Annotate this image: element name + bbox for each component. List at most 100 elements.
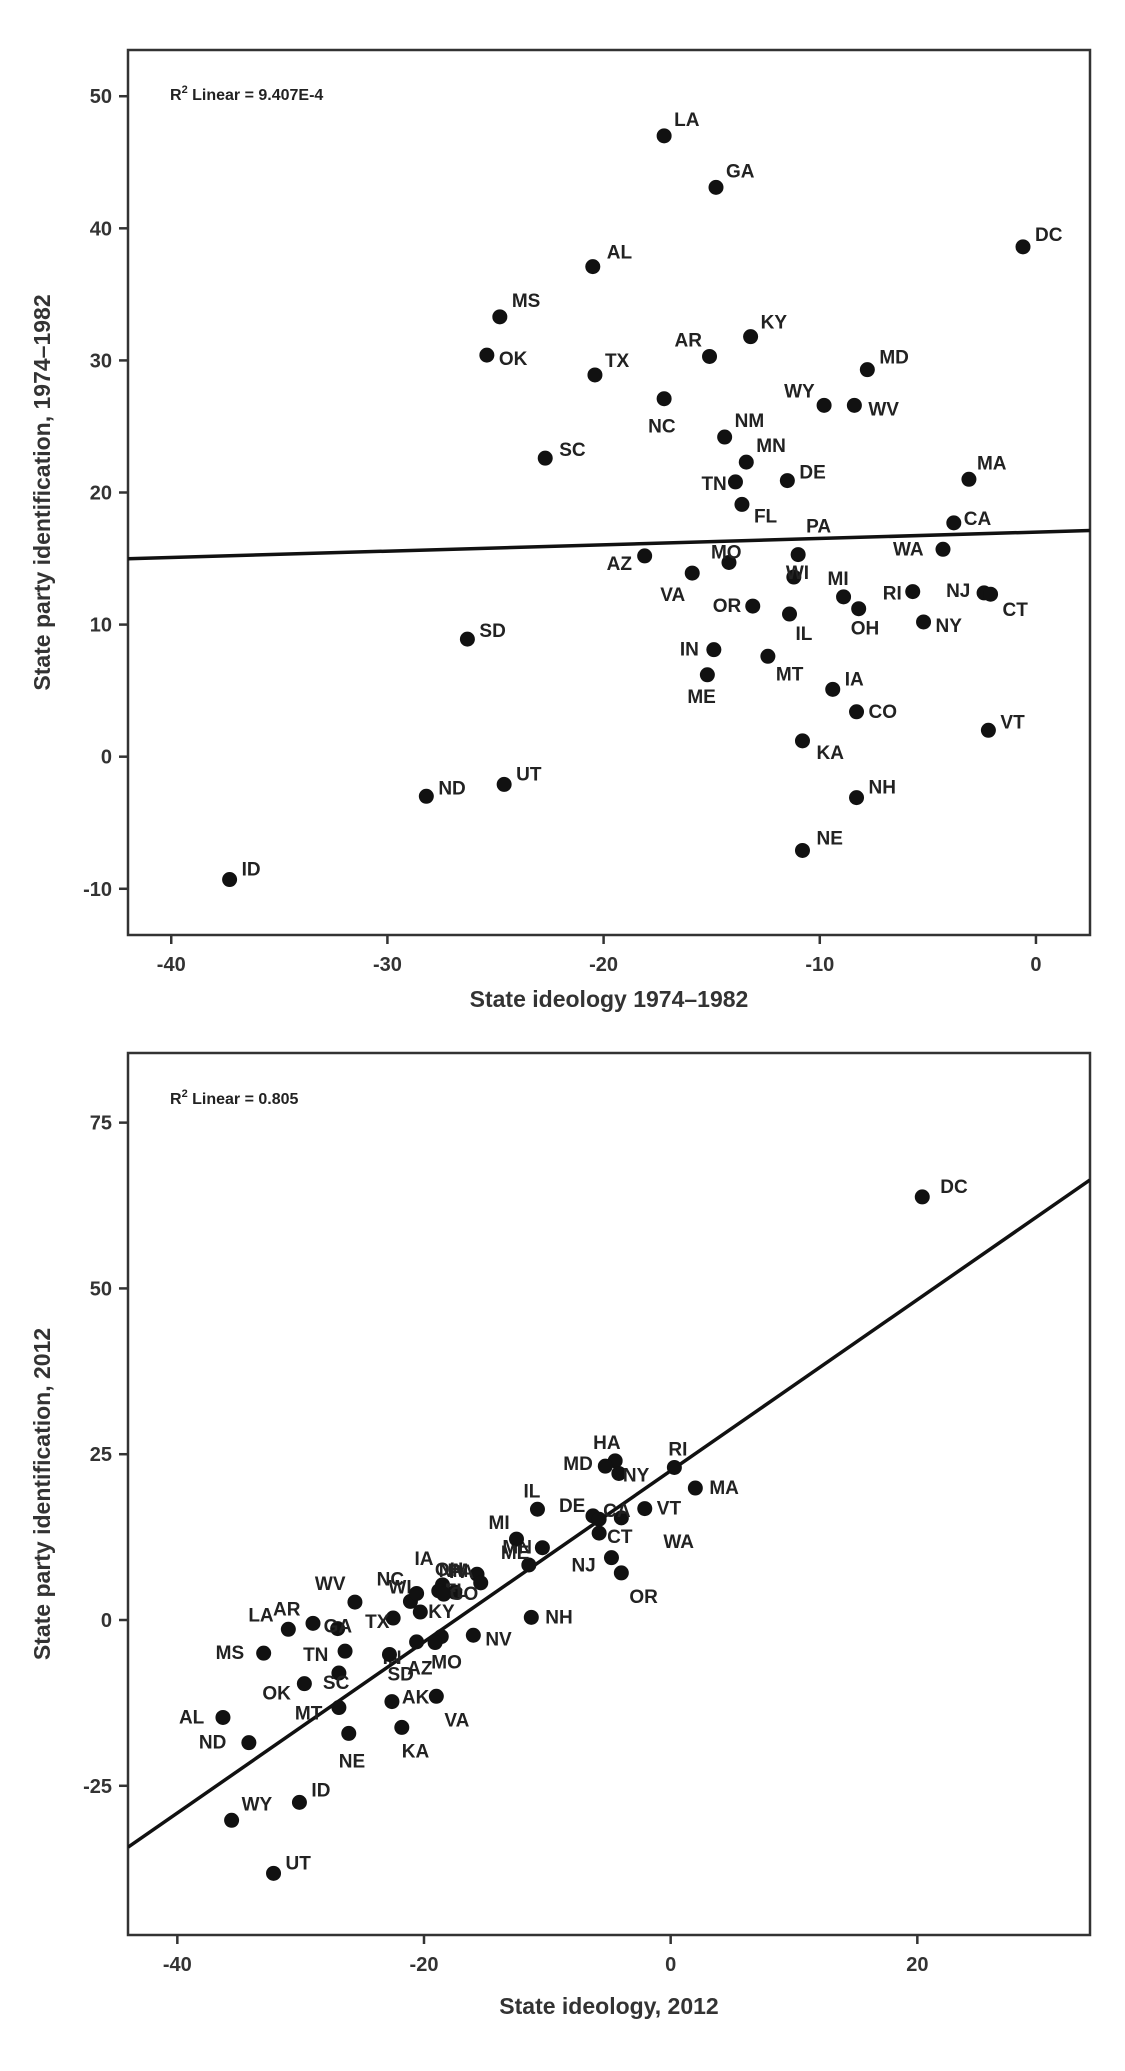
r2-annotation: R2 Linear = 9.407E-4 — [170, 84, 323, 104]
point-label-dc: DC — [1035, 225, 1063, 246]
point-sd — [459, 631, 475, 647]
point-label-ne: NE — [339, 1751, 365, 1772]
point-ga — [708, 179, 724, 195]
point-label-wa: WA — [893, 539, 924, 560]
point-label-sd: SD — [479, 621, 505, 642]
point-dc — [914, 1189, 930, 1205]
point-label-vt: VT — [657, 1499, 682, 1520]
point-ky — [412, 1604, 428, 1620]
x-tick-label: -10 — [805, 954, 834, 976]
y-tick-label: 30 — [90, 350, 112, 372]
point-ka — [394, 1719, 410, 1735]
point-label-al: AL — [179, 1707, 205, 1728]
chart-2: -40 -20 0 20 -25 0 25 50 75 State ideology, 2012 S… — [29, 1051, 1092, 2019]
point-label-mt: MT — [776, 664, 804, 685]
point-sc — [537, 450, 553, 466]
point-label-ny: NY — [936, 616, 963, 637]
point-co — [849, 704, 865, 720]
point-tn — [337, 1643, 353, 1659]
point-label-al: AL — [607, 243, 633, 264]
point-il — [782, 606, 798, 622]
point-label-il: IL — [523, 1481, 540, 1502]
x-tick-label: 0 — [665, 1954, 676, 1976]
plot-frame — [126, 1051, 1092, 1937]
x-tick-label: -20 — [410, 1954, 439, 1976]
point-label-nm: NM — [439, 1561, 469, 1582]
point-label-nj: NJ — [571, 1556, 595, 1577]
point-label-ky: KY — [761, 313, 788, 334]
point-mo — [721, 555, 737, 571]
point-mn — [738, 454, 754, 470]
point-wy — [816, 397, 832, 413]
point-va — [684, 565, 700, 581]
point-ga — [330, 1621, 346, 1637]
point-label-ar: AR — [675, 330, 703, 351]
point-label-co: CO — [450, 1584, 479, 1605]
point-in — [409, 1634, 425, 1650]
point-label-dc: DC — [940, 1177, 968, 1198]
point-nh — [849, 790, 865, 806]
fit-line — [128, 1178, 1090, 1849]
point-label-sd: SD — [387, 1664, 413, 1685]
point-nh — [523, 1609, 539, 1625]
point-ia — [825, 681, 841, 697]
point-wv — [846, 397, 862, 413]
point-label-id: ID — [311, 1780, 330, 1801]
point-label-mn: MN — [502, 1538, 532, 1559]
point-label-nc: NC — [377, 1569, 405, 1590]
point-ar — [305, 1615, 321, 1631]
point-label-il: IL — [796, 624, 813, 645]
point-ms — [256, 1645, 272, 1661]
point-label-mi: MI — [489, 1513, 510, 1534]
point-label-md: MD — [879, 348, 909, 369]
point-label-pa: PA — [449, 1562, 474, 1583]
point-dc — [1015, 239, 1031, 255]
point-label-ka: KA — [816, 743, 844, 764]
chart-1: -40 -30 -20 -10 0 -10 0 10 20 30 40 50 State ideolog… — [29, 48, 1092, 1012]
point-label-ok: OK — [262, 1684, 291, 1705]
point-label-ms: MS — [512, 291, 541, 312]
point-label-nd: ND — [438, 778, 465, 799]
point-label-ca: CA — [964, 509, 992, 530]
point-label-nc: NC — [648, 417, 676, 438]
point-label-tn: TN — [701, 474, 726, 495]
point-label-tx: TX — [365, 1612, 390, 1633]
point-nc — [656, 391, 672, 407]
x-tick-label: -40 — [157, 954, 186, 976]
point-label-ky: KY — [428, 1602, 455, 1623]
point-label-ka: KA — [402, 1741, 430, 1762]
point-label-or: OR — [713, 596, 742, 617]
point-ky — [743, 329, 759, 345]
point-vt — [980, 722, 996, 738]
point-ne — [794, 842, 810, 858]
point-mt — [760, 648, 776, 664]
y-tick-label: 40 — [90, 218, 112, 240]
y-tick-label: 0 — [101, 747, 112, 769]
point-wi — [786, 569, 802, 585]
point-md — [597, 1458, 613, 1474]
point-wa — [613, 1510, 629, 1526]
point-ca — [591, 1511, 607, 1527]
point-ct — [591, 1525, 607, 1541]
point-az — [427, 1635, 443, 1651]
point-label-va: VA — [444, 1710, 469, 1731]
point-vt — [637, 1501, 653, 1517]
point-label-nh: NH — [869, 778, 896, 799]
point-label-tx: TX — [605, 351, 630, 372]
point-label-me: ME — [501, 1543, 530, 1564]
point-ak — [384, 1694, 400, 1710]
point-label-in: IN — [680, 640, 699, 661]
point-pa — [790, 547, 806, 563]
plot-frame — [126, 48, 1092, 937]
point-ny — [611, 1465, 627, 1481]
point-label-la: LA — [248, 1605, 274, 1626]
point-label-wv: WV — [868, 399, 899, 420]
point-il — [529, 1501, 545, 1517]
x-tick-label: 20 — [906, 1954, 928, 1976]
fit-line — [128, 528, 1090, 561]
point-label-mt: MT — [295, 1704, 323, 1725]
point-label-pa: PA — [806, 517, 831, 538]
point-label-wa: WA — [663, 1532, 694, 1553]
point-label-de: DE — [559, 1496, 585, 1517]
